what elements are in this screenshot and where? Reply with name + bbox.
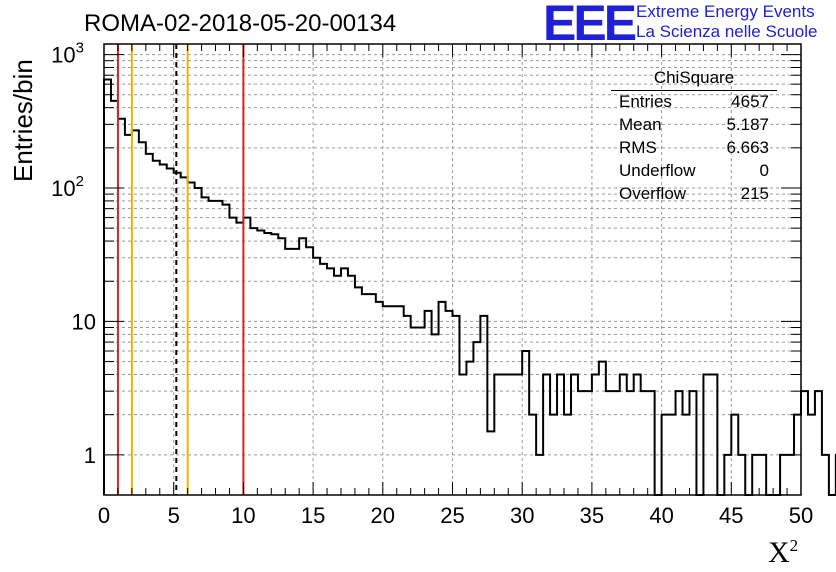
stats-box: ChiSquare Entries 4657 Mean 5.187 RMS 6.663 Un…: [611, 66, 777, 205]
y-tick-label: 102: [51, 173, 84, 201]
x-tick-label: 30: [510, 503, 534, 528]
stats-label: Overflow: [619, 184, 687, 203]
stats-label: Entries: [619, 92, 672, 111]
chart-title: ROMA-02-2018-05-20-00134: [84, 10, 397, 37]
x-tick-label: 10: [231, 503, 255, 528]
stats-row: RMS 6.663: [611, 136, 777, 159]
stats-value: 4657: [731, 92, 769, 111]
stats-row: Mean 5.187: [611, 113, 777, 136]
x-tick-label: 45: [719, 503, 743, 528]
x-tick-label: 35: [580, 503, 604, 528]
logo-text-line-2: La Scienza nelle Scuole: [636, 22, 818, 41]
y-tick-label: 1: [84, 443, 96, 468]
stats-value: 5.187: [726, 115, 769, 134]
x-tick-label: 15: [301, 503, 325, 528]
stats-value: 215: [740, 184, 769, 203]
stats-row: Entries 4657: [611, 90, 777, 113]
x-tick-label: 25: [440, 503, 464, 528]
x-tick-label: 0: [98, 503, 110, 528]
x-axis-label-exponent: 2: [789, 536, 799, 555]
stats-rows: Entries 4657 Mean 5.187 RMS 6.663 Underflow 0 Ov…: [611, 90, 777, 205]
y-tick-label: 10: [72, 309, 96, 334]
x-tick-label: 40: [649, 503, 673, 528]
x-tick-label: 5: [168, 503, 180, 528]
stats-title: ChiSquare: [653, 68, 735, 87]
stats-value: 6.663: [726, 138, 769, 157]
x-tick-label: 50: [789, 503, 813, 528]
y-axis-label: Entries/bin: [8, 59, 38, 182]
stats-label: RMS: [619, 138, 657, 157]
stats-row: Underflow 0: [611, 159, 777, 182]
x-axis-label-base: X: [768, 536, 790, 569]
stats-divider: [611, 90, 777, 91]
stats-value: 0: [759, 161, 769, 180]
x-axis-label: X2: [768, 536, 798, 570]
x-tick-label: 20: [371, 503, 395, 528]
stats-label: Underflow: [619, 161, 696, 180]
stats-label: Mean: [619, 115, 662, 134]
stats-row: Overflow 215: [611, 182, 777, 205]
y-tick-label: 103: [51, 40, 84, 68]
logo-text-line-1: Extreme Energy Events: [636, 2, 815, 21]
eee-logo-mark: EEE: [543, 0, 637, 51]
